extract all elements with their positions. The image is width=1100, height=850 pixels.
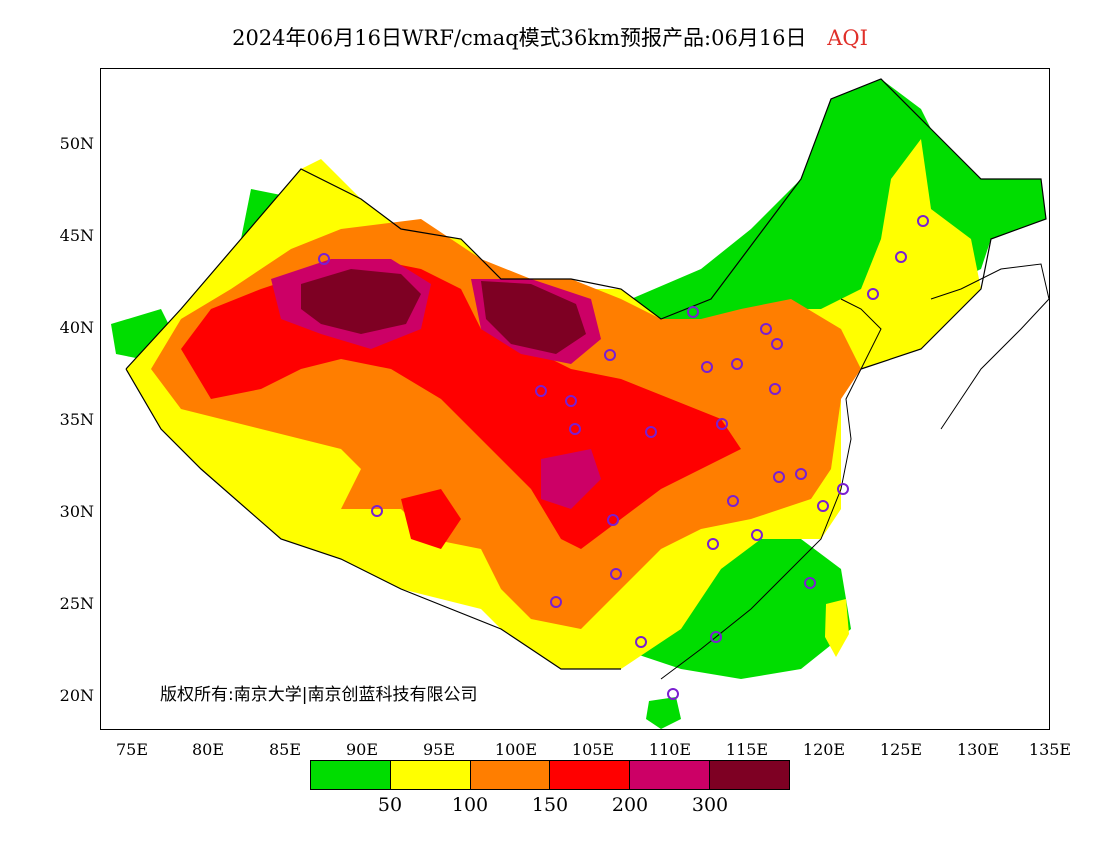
color-legend (310, 760, 790, 790)
aqi-map (111, 78, 1049, 729)
lon-label-110e: 110E (648, 740, 692, 759)
aqi-zone-green-west (111, 309, 171, 359)
lon-label-105e: 105E (571, 740, 615, 759)
aqi-zone-green-hainan (646, 697, 681, 729)
lon-label-100e: 100E (494, 740, 538, 759)
legend-label-50: 50 (377, 794, 403, 816)
lat-label-45n: 45N (59, 226, 94, 245)
copyright-text: 版权所有:南京大学|南京创蓝科技有限公司 (160, 685, 478, 705)
lat-label-40n: 40N (59, 318, 94, 337)
lon-label-130e: 130E (956, 740, 1000, 759)
coastline (660, 298, 882, 680)
lon-label-90e: 90E (345, 740, 379, 759)
aqi-zone-purple-sichuan (541, 449, 601, 509)
legend-swatch-6 (709, 761, 789, 789)
aqi-zone-maroon (301, 269, 421, 334)
aqi-zone-maroon-east (481, 281, 586, 354)
legend-label-300: 300 (691, 794, 729, 816)
lon-label-75e: 75E (115, 740, 149, 759)
legend-swatch-1 (311, 761, 390, 789)
legend-label-150: 150 (531, 794, 569, 816)
national-border (125, 78, 1047, 670)
lat-label-20n: 20N (59, 686, 94, 705)
legend-label-200: 200 (611, 794, 649, 816)
legend-label-100: 100 (451, 794, 489, 816)
title-main: 2024年06月16日WRF/cmaq模式36km预报产品:06月16日 (232, 26, 807, 50)
lat-label-35n: 35N (59, 410, 94, 429)
legend-swatch-2 (389, 761, 470, 789)
aqi-zone-red-south (401, 489, 461, 549)
legend-swatch-3 (469, 761, 550, 789)
lat-label-25n: 25N (59, 594, 94, 613)
map-frame[interactable] (100, 68, 1050, 730)
aqi-zone-yellow-taiwan (825, 599, 849, 657)
station-markers (318, 215, 929, 700)
lon-label-80e: 80E (191, 740, 225, 759)
lat-label-30n: 30N (59, 502, 94, 521)
lon-label-115e: 115E (725, 740, 769, 759)
lon-label-120e: 120E (802, 740, 846, 759)
legend-swatch-5 (629, 761, 710, 789)
korea-japan-outline (930, 263, 1049, 430)
lon-label-135e: 135E (1028, 740, 1072, 759)
title-variable: AQI (827, 26, 868, 50)
lon-label-85e: 85E (268, 740, 302, 759)
legend-swatch-4 (549, 761, 630, 789)
lon-label-125e: 125E (879, 740, 923, 759)
lon-label-95e: 95E (422, 740, 456, 759)
lat-label-50n: 50N (59, 134, 94, 153)
chart-title: 2024年06月16日WRF/cmaq模式36km预报产品:06月16日 AQI (0, 22, 1100, 52)
